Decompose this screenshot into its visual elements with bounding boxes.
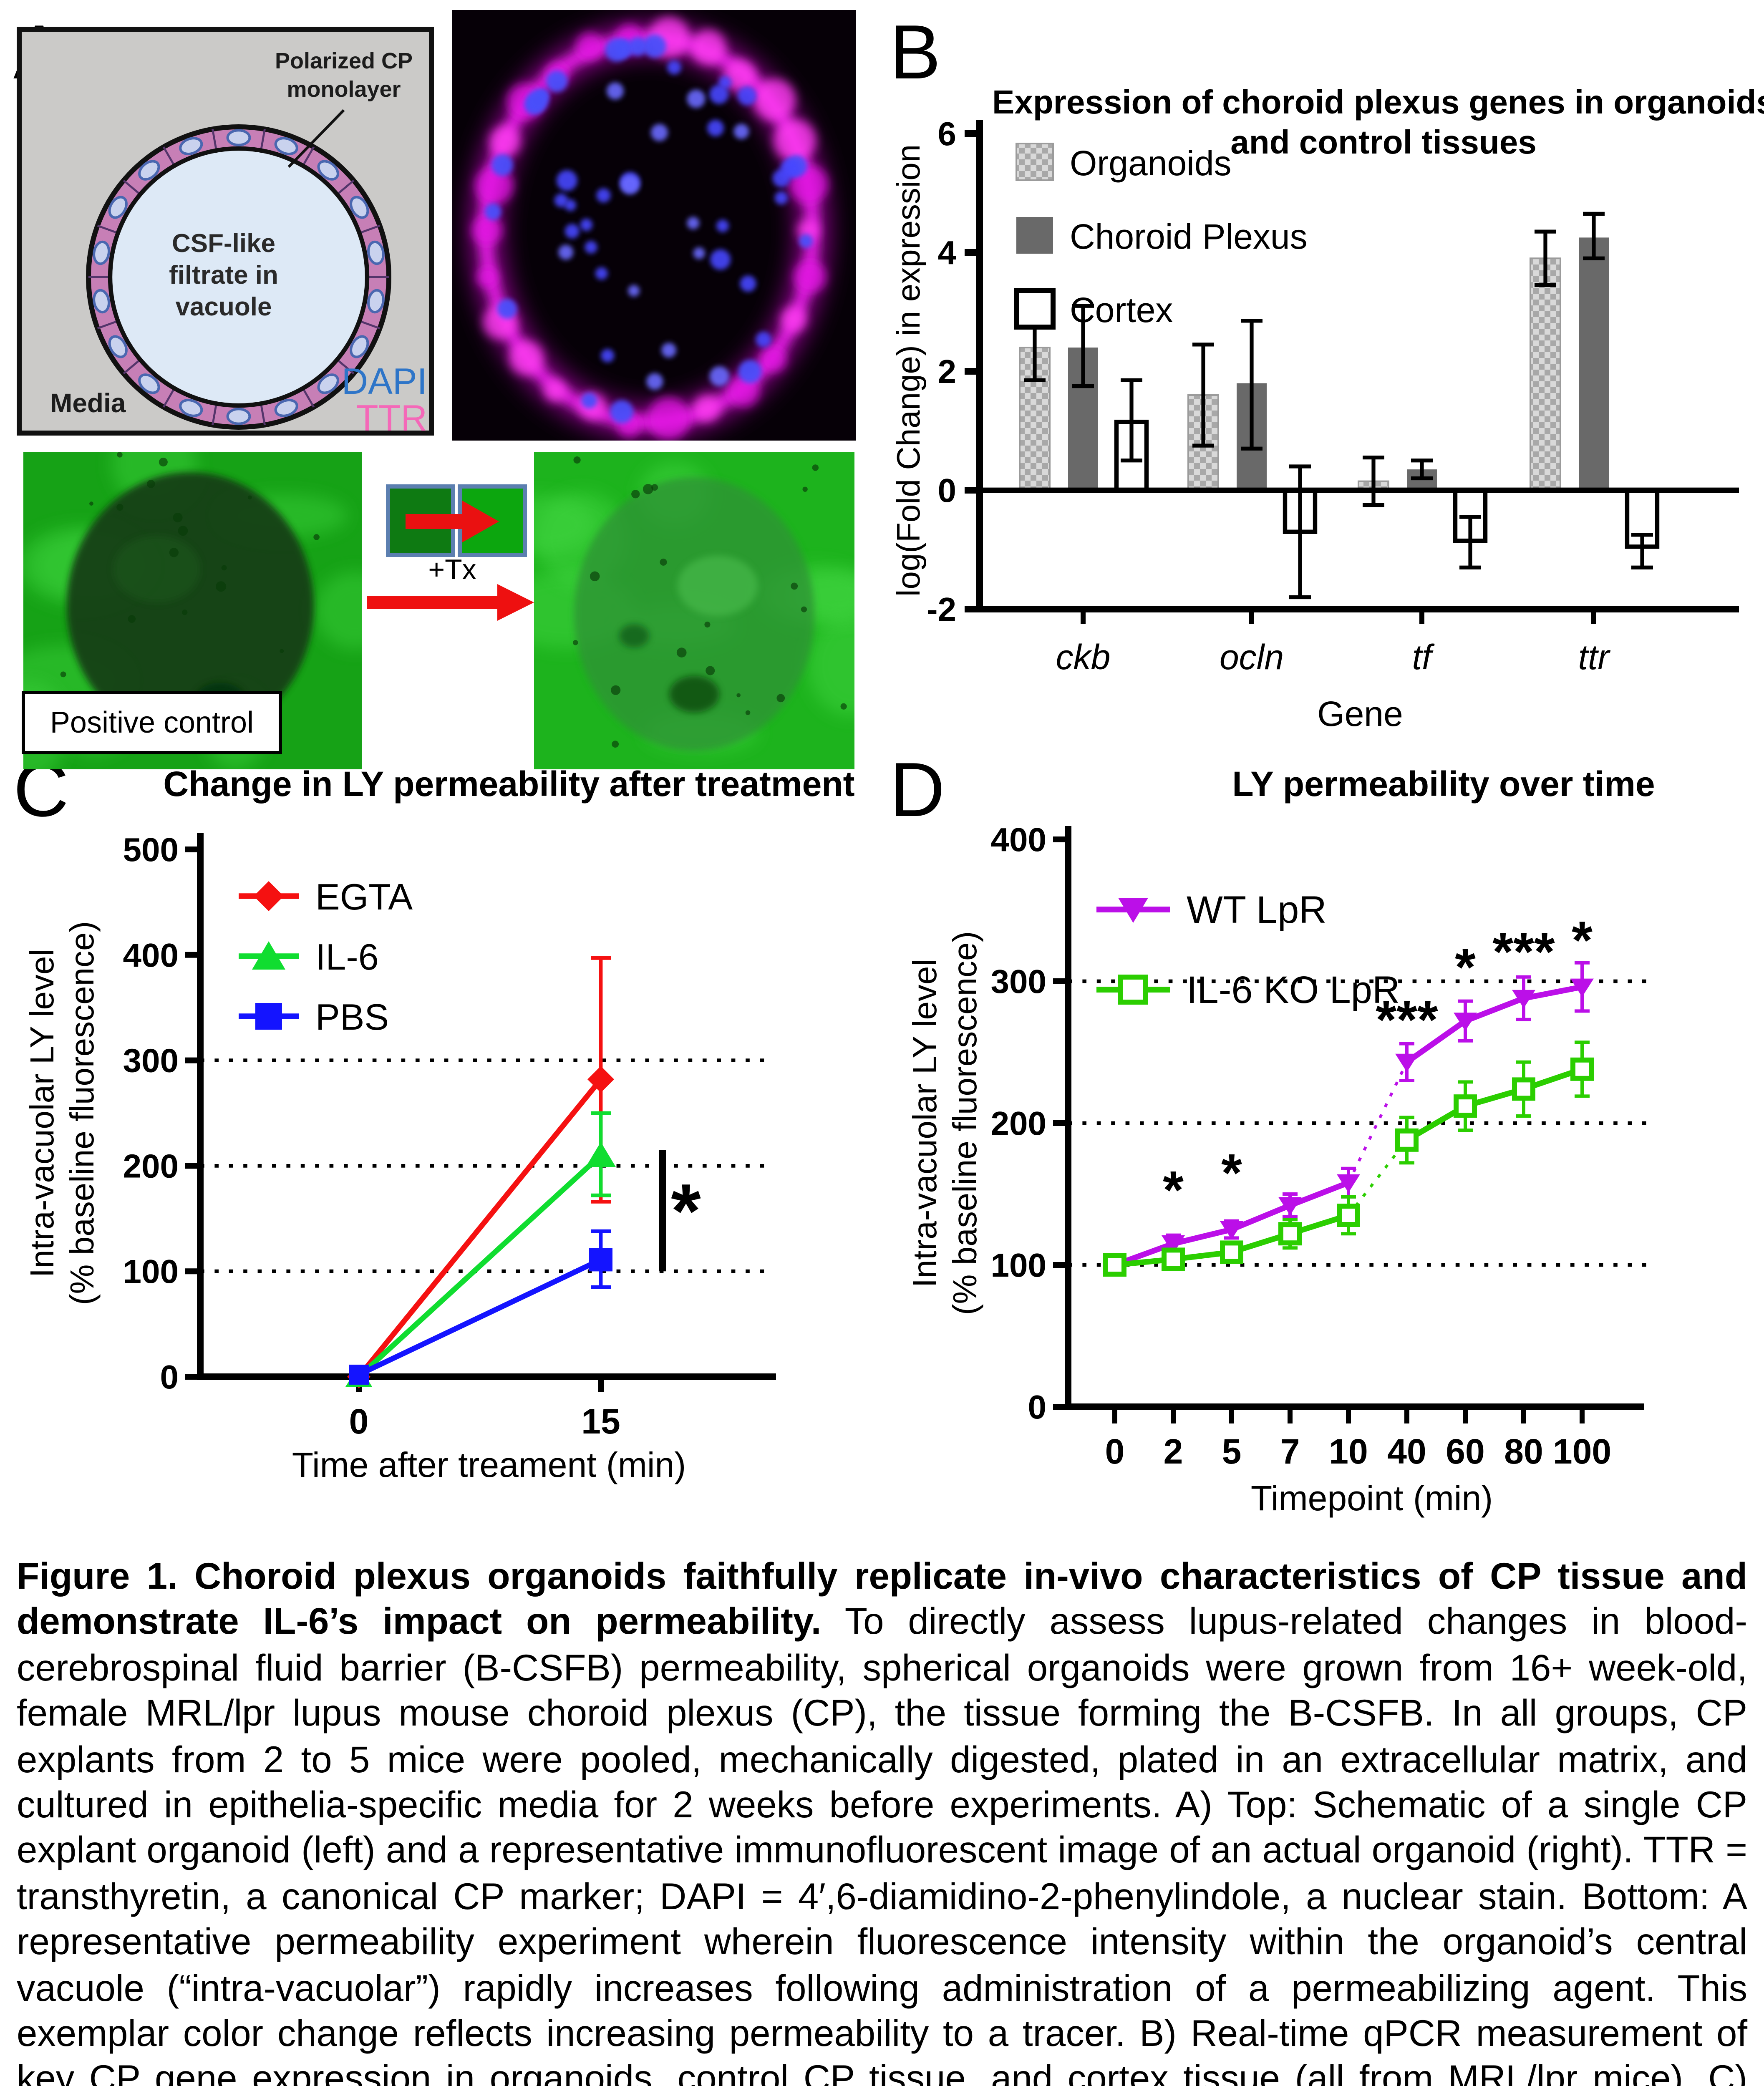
svg-text:and control tissues: and control tissues — [1230, 123, 1536, 161]
svg-text:*: * — [671, 1168, 701, 1254]
svg-text:Cortex: Cortex — [1070, 290, 1173, 330]
svg-text:*: * — [1163, 1160, 1184, 1220]
svg-text:100: 100 — [123, 1253, 179, 1290]
svg-text:*: * — [1572, 911, 1593, 970]
svg-text:TTR: TTR — [356, 397, 427, 436]
axes: 0 100 200 300 400 500 0 15 Time after treament (… — [23, 831, 776, 1484]
panel-b-letter: B — [890, 8, 941, 95]
series-il-6-ko-lpr — [1103, 1040, 1594, 1277]
svg-text:0: 0 — [160, 1358, 179, 1396]
svg-text:200: 200 — [123, 1147, 179, 1184]
legend: WT LpR IL-6 KO LpR — [1096, 889, 1400, 1011]
svg-text:Gene: Gene — [1317, 694, 1403, 733]
series — [345, 956, 616, 1388]
svg-text:Time after treament (min): Time after treament (min) — [292, 1445, 686, 1484]
svg-text:0: 0 — [938, 472, 957, 509]
svg-text:Intra-vacuolar LY level: Intra-vacuolar LY level — [23, 949, 60, 1278]
svg-text:-2: -2 — [927, 591, 956, 628]
cp-organoid-schematic: Polarized CP monolayer CSF-like filtrate in… — [17, 27, 434, 436]
figure-caption: Figure 1. Choroid plexus organoids faith… — [17, 1554, 1747, 2086]
svg-text:Media: Media — [50, 388, 126, 418]
series-pbs — [349, 1229, 612, 1385]
series-choroid-plexus — [1068, 237, 1609, 490]
axes: -2 0 2 4 6 ckb ocln tf ttr Gene log(Fold Change) i… — [896, 115, 1739, 733]
immunofluorescence-image — [452, 10, 856, 441]
svg-text:IL-6: IL-6 — [315, 936, 379, 977]
svg-text:ckb: ckb — [1056, 637, 1111, 677]
svg-text:500: 500 — [123, 831, 179, 868]
svg-text:DAPI: DAPI — [342, 360, 427, 402]
error-bars — [1024, 212, 1653, 600]
svg-text:Change in LY permeability afte: Change in LY permeability after treatmen… — [163, 764, 854, 804]
color-change-inset — [386, 484, 527, 557]
svg-text:60: 60 — [1446, 1432, 1484, 1471]
svg-text:ocln: ocln — [1220, 637, 1284, 677]
svg-text:15: 15 — [581, 1402, 620, 1441]
svg-text:LY permeability over time: LY permeability over time — [1232, 764, 1655, 804]
svg-text:***: *** — [1376, 990, 1438, 1050]
svg-text:(% baseline fluorescence): (% baseline fluorescence) — [946, 931, 983, 1315]
positive-control-badge: Positive control — [22, 691, 282, 754]
svg-text:0: 0 — [1105, 1432, 1125, 1471]
significance-bar: * — [659, 1150, 701, 1272]
ly-permeability-treatment-chart: Change in LY permeability after treatmen… — [23, 764, 855, 1484]
svg-text:100: 100 — [1553, 1432, 1611, 1471]
svg-text:Polarized CP: Polarized CP — [275, 48, 413, 73]
svg-text:0: 0 — [1028, 1388, 1047, 1426]
svg-text:10: 10 — [1329, 1432, 1368, 1471]
svg-text:0: 0 — [349, 1402, 369, 1441]
svg-text:2: 2 — [1164, 1432, 1183, 1471]
svg-text:6: 6 — [938, 115, 957, 152]
svg-text:log(Fold Change) in expression: log(Fold Change) in expression — [896, 144, 927, 597]
bars — [1019, 237, 1660, 549]
caption-lead: Figure 1. Choroid plexus organoids faith… — [17, 1555, 1747, 1643]
svg-text:PBS: PBS — [315, 996, 389, 1038]
svg-text:ttr: ttr — [1578, 637, 1611, 677]
svg-text:Choroid Plexus: Choroid Plexus — [1070, 217, 1308, 256]
caption-body: To directly assess lupus-related changes… — [17, 1601, 1747, 2086]
permeability-image-after — [534, 452, 854, 769]
svg-text:200: 200 — [991, 1105, 1046, 1142]
cp-cell-ring — [88, 129, 389, 425]
svg-text:***: *** — [1492, 922, 1555, 982]
svg-text:Timepoint (min): Timepoint (min) — [1251, 1479, 1493, 1518]
treatment-arrow-icon — [367, 584, 534, 621]
svg-text:CSF-like: CSF-like — [172, 229, 275, 258]
legend: EGTA IL-6 PBS — [239, 876, 413, 1038]
svg-text:2: 2 — [938, 353, 957, 390]
treatment-label: +Tx — [428, 554, 476, 586]
svg-text:7: 7 — [1280, 1432, 1300, 1471]
panel-d-letter: D — [890, 746, 945, 833]
svg-text:*: * — [1221, 1143, 1242, 1203]
svg-text:IL-6 KO LpR: IL-6 KO LpR — [1187, 969, 1400, 1011]
svg-text:WT LpR: WT LpR — [1187, 889, 1327, 931]
series — [1103, 961, 1594, 1277]
positive-control-label: Positive control — [50, 705, 254, 738]
svg-text:tf: tf — [1412, 637, 1435, 677]
svg-text:vacuole: vacuole — [176, 292, 272, 321]
svg-text:80: 80 — [1504, 1432, 1543, 1471]
svg-text:300: 300 — [123, 1042, 179, 1079]
svg-text:monolayer: monolayer — [287, 77, 401, 102]
svg-text:100: 100 — [991, 1247, 1046, 1284]
svg-text:5: 5 — [1222, 1432, 1242, 1471]
gene-expression-bar-chart: Expression of choroid plexus genes in or… — [896, 83, 1764, 733]
svg-text:(% baseline fluorescence): (% baseline fluorescence) — [63, 921, 101, 1305]
svg-text:300: 300 — [991, 963, 1046, 1000]
svg-text:Intra-vacuolar LY level: Intra-vacuolar LY level — [906, 959, 943, 1288]
svg-text:Expression of choroid plexus g: Expression of choroid plexus genes in or… — [992, 83, 1764, 121]
svg-text:400: 400 — [991, 821, 1046, 858]
svg-text:filtrate in: filtrate in — [169, 261, 278, 290]
svg-text:400: 400 — [123, 937, 179, 974]
legend: Organoids Choroid Plexus Cortex — [1014, 143, 1308, 330]
svg-text:4: 4 — [938, 234, 957, 271]
svg-text:Organoids: Organoids — [1070, 144, 1232, 183]
svg-text:EGTA: EGTA — [315, 876, 413, 917]
svg-text:*: * — [1455, 937, 1476, 997]
significance-stars: * ***** *** * — [1163, 911, 1593, 1220]
svg-text:40: 40 — [1387, 1432, 1426, 1471]
